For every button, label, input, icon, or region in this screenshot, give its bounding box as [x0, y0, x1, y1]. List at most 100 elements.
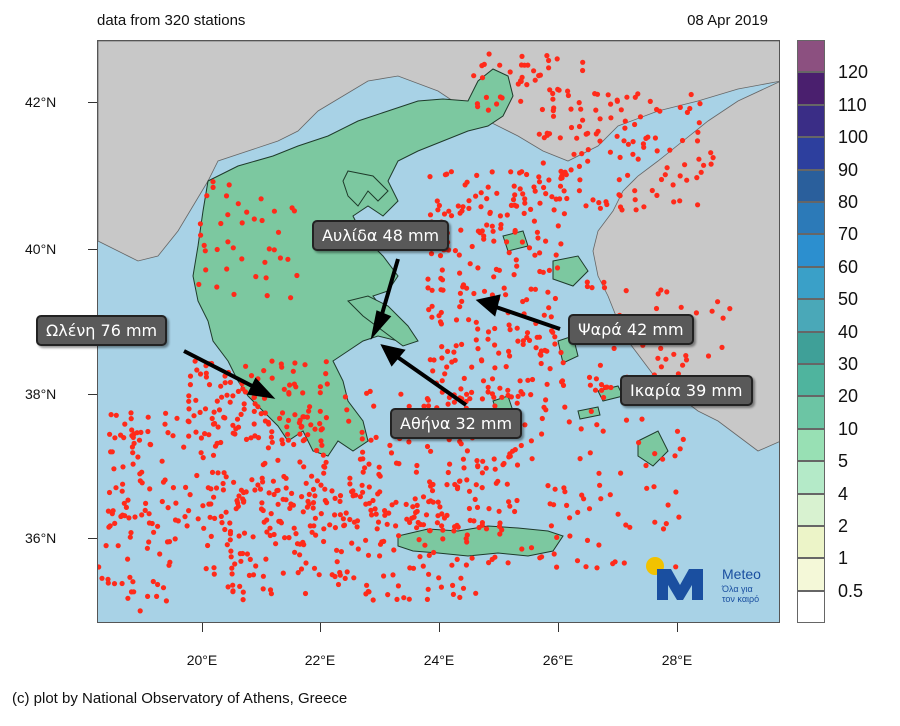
- lightning-strike: [584, 283, 590, 290]
- arrow-psara: [492, 304, 561, 331]
- lightning-strike: [507, 503, 513, 509]
- lightning-strike: [280, 570, 286, 576]
- lightning-strike: [499, 394, 505, 400]
- lightning-strike: [596, 470, 602, 476]
- lightning-strike: [683, 353, 689, 359]
- lightning-strike: [225, 212, 231, 218]
- lightning-strike: [543, 397, 549, 403]
- lightning-strike: [469, 389, 475, 395]
- lightning-strike: [227, 531, 233, 537]
- lightning-strike: [555, 86, 561, 92]
- lightning-strike: [521, 210, 527, 216]
- lon-tick: [677, 623, 678, 632]
- lightning-strike: [241, 530, 248, 536]
- lightning-strike: [182, 514, 188, 520]
- lightning-strike: [258, 196, 264, 202]
- lightning-strike: [275, 229, 282, 235]
- lightning-strike: [467, 261, 473, 267]
- lightning-strike: [466, 198, 472, 204]
- lightning-strike: [222, 526, 228, 533]
- lightning-strike: [226, 182, 232, 188]
- lightning-strike: [580, 67, 586, 74]
- lightning-strike: [260, 479, 266, 485]
- lightning-strike: [321, 526, 327, 532]
- lightning-strike: [227, 537, 233, 543]
- lightning-strike: [303, 480, 309, 486]
- lightning-strike: [340, 516, 346, 522]
- lon-label-20: 20°E: [186, 652, 218, 668]
- lightning-strike: [291, 381, 297, 387]
- crete-island: [397, 525, 564, 557]
- lightning-strike: [660, 526, 667, 532]
- ikaria-island: [577, 406, 601, 420]
- lightning-strike: [727, 306, 733, 312]
- lightning-strike: [202, 431, 208, 437]
- lightning-strike: [121, 500, 127, 506]
- lightning-strike: [697, 101, 703, 107]
- lightning-strike: [529, 376, 536, 383]
- legend-swatch: [797, 558, 825, 591]
- lightning-strike: [475, 326, 481, 332]
- lightning-strike: [427, 357, 433, 363]
- lightning-strike: [654, 148, 660, 154]
- lightning-strike: [247, 556, 253, 563]
- lightning-strike: [497, 213, 503, 219]
- logo-tagline-line-2: τον καιρό: [722, 594, 760, 604]
- lightning-strike: [311, 565, 318, 571]
- lightning-strike: [162, 421, 168, 427]
- lightning-strike: [641, 144, 647, 150]
- lightning-strike: [211, 409, 217, 415]
- lightning-strike: [554, 534, 560, 540]
- lightning-strike: [370, 597, 376, 603]
- lightning-strike: [434, 198, 440, 204]
- lightning-strike: [541, 135, 547, 141]
- lightning-strike: [518, 442, 524, 449]
- lightning-strike: [543, 191, 549, 197]
- lightning-strike: [612, 559, 618, 565]
- lightning-strike: [403, 501, 409, 507]
- legend-swatch: [797, 493, 825, 526]
- lightning-strike: [243, 436, 250, 442]
- lightning-strike: [187, 382, 193, 388]
- lightning-strike: [369, 512, 375, 518]
- lightning-strike: [653, 305, 660, 312]
- lightning-strike: [602, 384, 608, 390]
- lightning-strike: [458, 441, 464, 447]
- lightning-strike: [662, 172, 668, 178]
- lightning-strike: [214, 284, 220, 290]
- lightning-strike: [186, 419, 192, 425]
- lightning-strike: [580, 59, 586, 65]
- lightning-strike: [308, 422, 314, 428]
- lightning-strike: [682, 162, 688, 168]
- lightning-strike: [563, 172, 569, 178]
- lightning-strike: [106, 489, 113, 496]
- lightning-strike: [243, 363, 249, 369]
- lightning-strike: [709, 308, 715, 314]
- lightning-strike: [536, 179, 543, 185]
- lesvos-island: [552, 255, 589, 287]
- lightning-strike: [522, 422, 528, 428]
- lightning-strike: [297, 417, 303, 423]
- lightning-strike: [108, 412, 114, 418]
- lightning-strike: [127, 534, 133, 540]
- lightning-strike: [618, 470, 624, 476]
- lightning-strike: [474, 458, 480, 464]
- chalkidiki: [342, 170, 389, 207]
- lightning-strike: [512, 229, 518, 235]
- lightning-strike: [493, 266, 499, 272]
- lightning-strike: [567, 533, 573, 539]
- lightning-strike: [461, 375, 467, 381]
- lightning-strike: [506, 499, 512, 505]
- lightning-strike: [550, 113, 557, 119]
- lightning-strike: [252, 401, 258, 407]
- lightning-strike: [597, 205, 603, 211]
- lightning-strike: [478, 190, 484, 196]
- lightning-strike: [414, 462, 420, 469]
- lightning-strike: [368, 437, 374, 443]
- lightning-strike: [260, 586, 266, 592]
- lightning-strike: [520, 341, 526, 347]
- lightning-strike: [223, 509, 229, 515]
- lightning-strike: [552, 486, 558, 492]
- lightning-strike: [452, 248, 458, 254]
- lightning-strike: [459, 208, 465, 214]
